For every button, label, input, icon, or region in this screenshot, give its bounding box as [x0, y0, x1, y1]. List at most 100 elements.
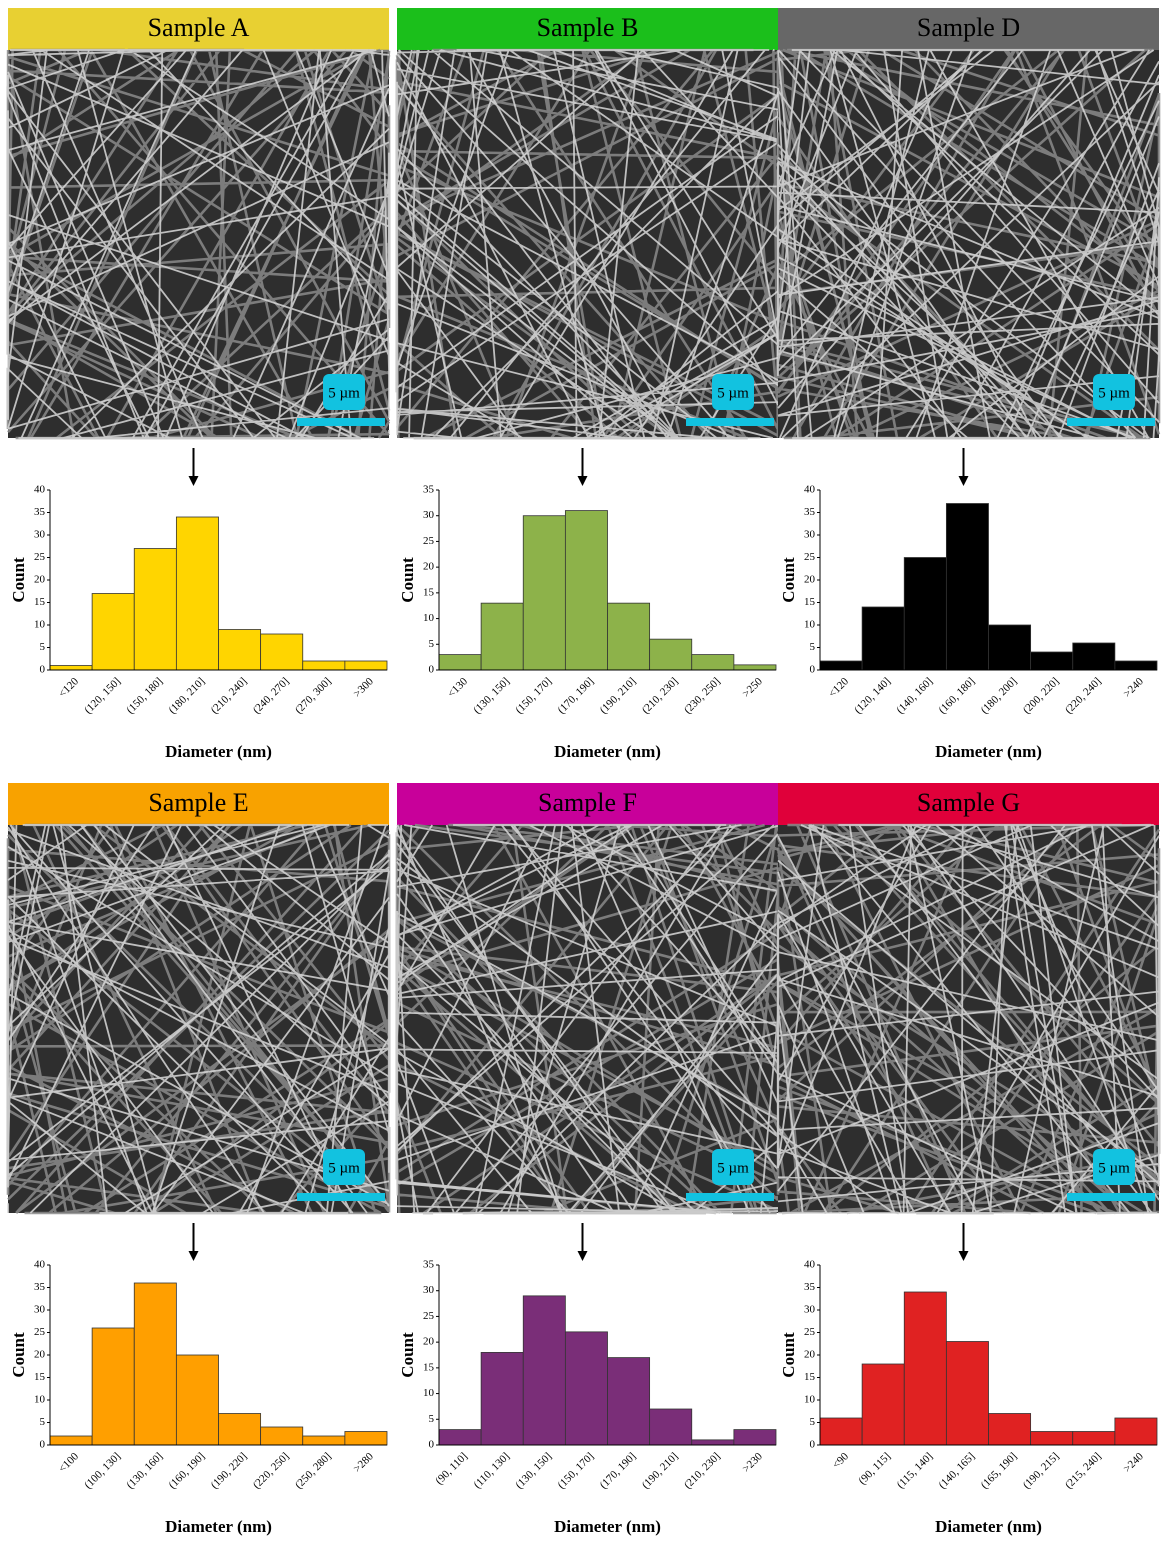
y-tick-label: 30	[34, 529, 46, 541]
bar	[50, 666, 92, 671]
bar	[219, 1414, 261, 1446]
bar	[862, 607, 904, 670]
arrow-head	[959, 1251, 969, 1261]
x-tick-label: <120	[56, 675, 81, 700]
scale-bar	[297, 418, 385, 426]
bar	[481, 1352, 523, 1445]
sample-title: Sample A	[148, 13, 250, 42]
bar	[176, 1355, 218, 1445]
x-tick-label: (180, 210]	[166, 675, 207, 716]
x-tick-label: (210, 240]	[209, 675, 250, 716]
bar	[608, 1358, 650, 1445]
y-tick-label: 25	[423, 1310, 435, 1322]
y-tick-label: 35	[423, 1259, 435, 1271]
bar	[523, 1296, 565, 1445]
y-tick-label: 35	[34, 1281, 46, 1293]
bar	[565, 1332, 607, 1445]
y-tick-label: 25	[804, 551, 816, 563]
x-tick-label: (150, 170]	[513, 675, 554, 716]
y-axis-label: Count	[9, 1332, 28, 1378]
scale-bar	[297, 1193, 385, 1201]
x-tick-label: <90	[830, 1450, 851, 1471]
bar	[734, 665, 776, 670]
bar	[345, 1432, 387, 1446]
y-tick-label: 15	[34, 596, 46, 608]
y-tick-label: 35	[423, 484, 435, 496]
scale-label: 5 µm	[717, 385, 749, 401]
y-tick-label: 25	[423, 535, 435, 547]
x-axis-label: Diameter (nm)	[165, 1517, 272, 1536]
x-tick-label: (210, 230]	[640, 675, 681, 716]
sample-title: Sample G	[917, 788, 1020, 817]
sample-title: Sample E	[148, 788, 248, 817]
y-tick-label: 5	[40, 641, 46, 653]
x-tick-label: (140, 165]	[936, 1450, 977, 1491]
arrow-head	[959, 476, 969, 486]
x-tick-label: (200, 220]	[1021, 675, 1062, 716]
bar	[92, 594, 134, 671]
x-tick-label: <120	[826, 675, 851, 700]
x-axis-label: Diameter (nm)	[165, 742, 272, 761]
x-tick-label: (165, 190]	[979, 1450, 1020, 1491]
x-tick-label: (160, 190]	[166, 1450, 207, 1491]
y-tick-label: 25	[34, 551, 46, 563]
x-tick-label: (190, 210]	[640, 1450, 681, 1491]
bar	[1115, 661, 1157, 670]
x-tick-label: (90, 115]	[856, 1450, 893, 1487]
x-tick-label: (230, 250]	[682, 675, 723, 716]
y-tick-label: 40	[34, 1259, 46, 1271]
x-tick-label: (180, 200]	[979, 675, 1020, 716]
x-tick-label: (250, 280]	[293, 1450, 334, 1491]
y-tick-label: 15	[34, 1371, 46, 1383]
arrow-head	[578, 1251, 588, 1261]
y-tick-label: 10	[804, 1394, 816, 1406]
y-axis-label: Count	[9, 557, 28, 603]
y-tick-label: 20	[34, 1349, 46, 1361]
y-tick-label: 5	[429, 638, 435, 650]
x-tick-label: >250	[740, 675, 765, 700]
bar	[904, 1292, 946, 1445]
bar	[820, 1418, 862, 1445]
x-tick-label: (210, 230]	[682, 1450, 723, 1491]
y-tick-label: 20	[423, 561, 435, 573]
y-tick-label: 10	[423, 612, 435, 624]
x-axis-label: Diameter (nm)	[554, 1517, 661, 1536]
x-tick-label: (120, 140]	[852, 675, 893, 716]
bar	[92, 1328, 134, 1445]
y-tick-label: 30	[423, 1284, 435, 1296]
bar	[692, 1440, 734, 1445]
y-tick-label: 35	[34, 506, 46, 518]
y-tick-label: 5	[40, 1416, 46, 1428]
x-tick-label: (190, 215]	[1021, 1450, 1062, 1491]
arrow-head	[189, 1251, 199, 1261]
x-tick-label: (190, 220]	[209, 1450, 250, 1491]
x-tick-label: <100	[56, 1450, 81, 1475]
scale-label: 5 µm	[1098, 385, 1130, 401]
y-tick-label: 30	[804, 1304, 816, 1316]
y-tick-label: 10	[804, 619, 816, 631]
bar	[261, 1427, 303, 1445]
bar	[946, 504, 988, 671]
x-tick-label: (130, 150]	[471, 675, 512, 716]
x-tick-label: (120, 150]	[82, 675, 123, 716]
bar	[523, 516, 565, 670]
scale-bar	[1067, 1193, 1155, 1201]
y-tick-label: 0	[810, 1439, 816, 1451]
bar	[134, 549, 176, 671]
y-tick-label: 20	[804, 1349, 816, 1361]
x-tick-label: >300	[351, 675, 376, 700]
y-tick-label: 15	[423, 1361, 435, 1373]
x-tick-label: >240	[1121, 1450, 1146, 1475]
bar	[1031, 1432, 1073, 1446]
y-tick-label: 0	[810, 664, 816, 676]
y-tick-label: 40	[804, 484, 816, 496]
y-tick-label: 0	[429, 664, 435, 676]
bar	[692, 655, 734, 670]
y-tick-label: 30	[34, 1304, 46, 1316]
x-tick-label: (110, 130]	[471, 1450, 512, 1491]
bar	[650, 639, 692, 670]
y-tick-label: 40	[34, 484, 46, 496]
x-tick-label: (115, 140]	[895, 1450, 936, 1491]
y-tick-label: 25	[34, 1326, 46, 1338]
bar	[862, 1364, 904, 1445]
